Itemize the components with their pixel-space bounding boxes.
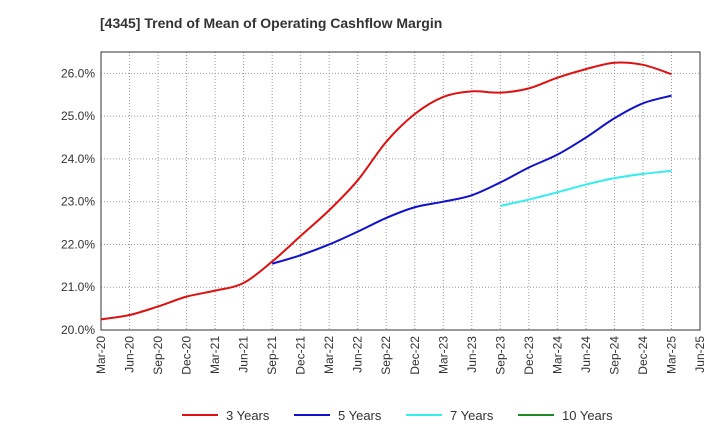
legend-item-7-years: 7 Years xyxy=(406,406,493,424)
legend-swatch-5-years xyxy=(294,414,330,416)
plot-frame xyxy=(100,51,701,331)
y-tick-label: 25.0% xyxy=(61,109,95,123)
x-tick-label: Sep-22 xyxy=(379,336,393,375)
y-tick-label: 22.0% xyxy=(61,237,95,251)
x-tick-label: Jun-23 xyxy=(465,336,479,373)
x-tick-label: Sep-23 xyxy=(493,336,507,375)
y-tick-label: 23.0% xyxy=(61,195,95,209)
x-tick-label: Jun-25 xyxy=(693,336,707,373)
x-tick-label: Mar-22 xyxy=(322,336,336,374)
x-tick-label: Dec-23 xyxy=(522,336,536,375)
x-tick-label: Mar-24 xyxy=(550,336,564,374)
legend-swatch-7-years xyxy=(406,414,442,416)
series-line-7-years xyxy=(500,169,672,207)
legend-item-10-years: 10 Years xyxy=(518,406,613,424)
y-tick-label: 21.0% xyxy=(61,280,95,294)
chart-title: [4345] Trend of Mean of Operating Cashfl… xyxy=(100,15,443,31)
legend-swatch-3-years xyxy=(182,414,218,416)
y-tick-label: 26.0% xyxy=(61,66,95,80)
x-tick-label: Sep-21 xyxy=(265,336,279,375)
plot-area xyxy=(101,52,700,330)
x-tick-label: Mar-21 xyxy=(208,336,222,374)
x-tick-label: Dec-22 xyxy=(408,336,422,375)
x-tick-label: Mar-25 xyxy=(664,336,678,374)
series-line-3-years xyxy=(100,61,672,321)
legend-item-5-years: 5 Years xyxy=(294,406,381,424)
legend-label-5-years: 5 Years xyxy=(338,407,382,423)
series-line-5-years xyxy=(271,94,672,265)
x-tick-label: Sep-20 xyxy=(151,336,165,375)
x-tick-label: Mar-20 xyxy=(94,336,108,374)
x-tick-label: Dec-21 xyxy=(294,336,308,375)
x-tick-label: Jun-24 xyxy=(579,336,593,373)
x-tick-label: Jun-20 xyxy=(123,336,137,373)
legend-label-7-years: 7 Years xyxy=(450,407,494,423)
y-tick-label: 20.0% xyxy=(61,323,95,337)
legend-swatch-10-years xyxy=(518,414,554,416)
y-tick-label: 24.0% xyxy=(61,152,95,166)
x-tick-label: Mar-23 xyxy=(436,336,450,374)
x-tick-label: Dec-24 xyxy=(636,336,650,375)
x-tick-label: Jun-21 xyxy=(237,336,251,373)
legend-label-3-years: 3 Years xyxy=(226,407,270,423)
x-tick-label: Dec-20 xyxy=(180,336,194,375)
legend: 3 Years 5 Years 7 Years 10 Years xyxy=(0,406,720,424)
legend-label-10-years: 10 Years xyxy=(562,407,613,423)
legend-item-3-years: 3 Years xyxy=(182,406,269,424)
x-tick-label: Jun-22 xyxy=(351,336,365,373)
x-tick-label: Sep-24 xyxy=(607,336,621,375)
